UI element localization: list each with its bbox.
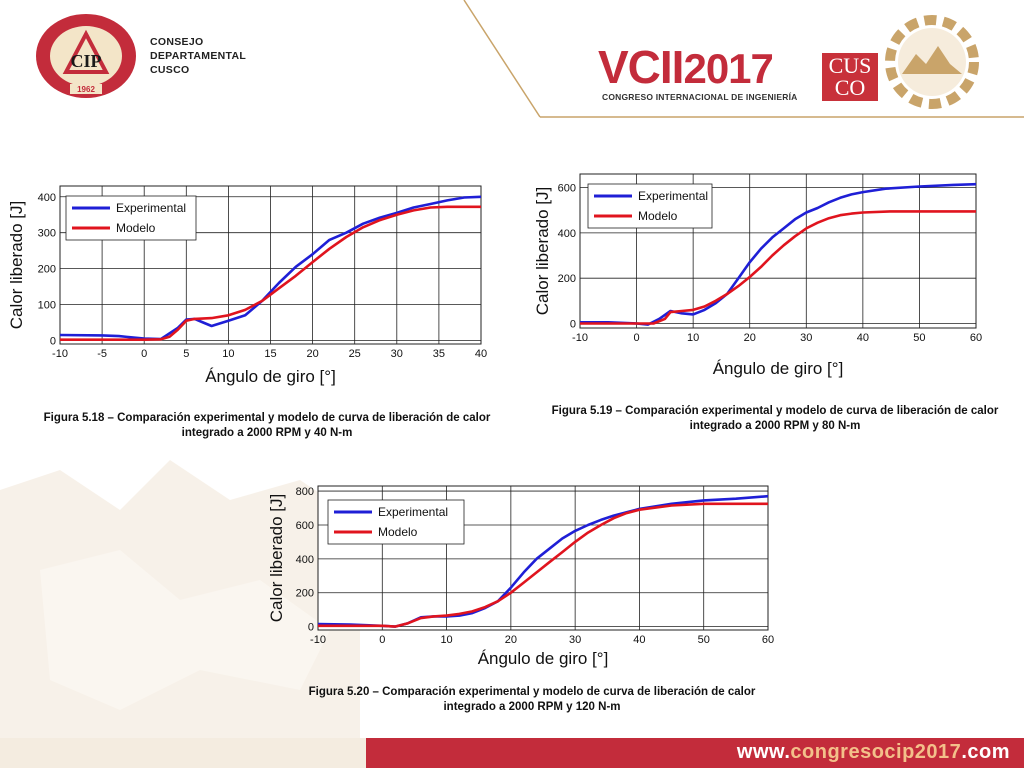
legend-box: [327, 499, 465, 545]
x-tick-label: 60: [762, 634, 774, 646]
y-tick-label: 200: [296, 588, 314, 600]
x-tick-label: 20: [306, 348, 318, 360]
x-tick-label: 10: [440, 634, 452, 646]
legend-label-modelo: Modelo: [116, 221, 156, 235]
chart-fig520: -10 0 10 20 30 40 50 60 0 200 400 600 800 Experimenta…: [264, 472, 784, 677]
series-line-experimental: [580, 182, 977, 326]
header-divider: [463, 0, 1024, 118]
caption-fig520-line1: Figura 5.20 – Comparación experimental y…: [308, 686, 756, 698]
y-tick-label: 600: [558, 183, 576, 195]
org-name: CONSEJO DEPARTAMENTAL CUSCO: [150, 35, 246, 77]
logo-text: CIP: [71, 51, 102, 71]
x-tick-label: 50: [698, 634, 710, 646]
y-tick-label: 400: [296, 554, 314, 566]
y-tick-label: 800: [296, 486, 314, 498]
event-logo: VCII2017: [598, 41, 774, 93]
logo-year: 1962: [77, 85, 95, 94]
event-year: 2017: [683, 45, 773, 92]
series-line-modelo: [60, 205, 481, 341]
chart-fig519: -10 0 10 20 30 40 50 60 0 200 400 600 Experimental Mo…: [530, 168, 1000, 393]
legend-label-experimental: Experimental: [378, 505, 448, 519]
x-tick-label: 10: [222, 348, 234, 360]
x-tick-label: 40: [475, 348, 487, 360]
y-axis-label: Calor liberado [J]: [7, 201, 26, 330]
x-tick-label: 20: [505, 634, 517, 646]
x-tick-label: 15: [264, 348, 276, 360]
x-tick-label: 30: [569, 634, 581, 646]
cip-logo: CIP 1962: [36, 14, 136, 98]
event-city-top: CUS: [828, 53, 872, 78]
y-tick-label: 200: [38, 264, 56, 276]
y-tick-label: 100: [38, 300, 56, 312]
footer-url-accent: congresocip2017: [790, 741, 962, 763]
caption-fig520-line2: integrado a 2000 RPM y 120 N-m: [443, 701, 621, 713]
x-tick-label: 0: [141, 348, 147, 360]
x-axis-label: Ángulo de giro [°]: [478, 649, 609, 668]
caption-fig518-line2: integrado a 2000 RPM y 40 N-m: [181, 427, 353, 439]
org-line-1: CONSEJO: [150, 36, 204, 48]
series-line-modelo: [580, 210, 976, 325]
y-tick-label: 0: [50, 335, 56, 347]
y-tick-label: 400: [38, 192, 56, 204]
footer-accent-band: [366, 738, 1024, 768]
series-line-modelo: [318, 502, 768, 628]
x-tick-label: 40: [633, 634, 645, 646]
event-roman: VCII: [598, 41, 684, 93]
footer-url-prefix: www.: [736, 741, 791, 763]
chart-fig518: -10 -5 0 5 10 15 20 25 30 35 40 0 100 200 300 400 Experi…: [0, 170, 500, 395]
y-tick-label: 200: [558, 273, 576, 285]
y-tick-label: 0: [570, 318, 576, 330]
caption-fig519: Figura 5.19 – Comparación experimental y…: [530, 404, 1020, 434]
legend-label-modelo: Modelo: [378, 525, 418, 539]
x-tick-label: -5: [97, 348, 107, 360]
x-tick-label: 30: [391, 348, 403, 360]
footer-url[interactable]: www.congresocip2017.com: [737, 741, 1010, 764]
caption-fig520: Figura 5.20 – Comparación experimental y…: [262, 685, 802, 715]
x-tick-label: -10: [572, 332, 588, 344]
x-tick-label: 35: [433, 348, 445, 360]
event-city-bottom: CO: [834, 75, 866, 100]
x-axis-label: Ángulo de giro [°]: [205, 367, 336, 386]
x-tick-label: 40: [857, 332, 869, 344]
x-tick-label: 5: [183, 348, 189, 360]
caption-fig518: Figura 5.18 – Comparación experimental y…: [8, 411, 526, 441]
x-tick-label: 10: [687, 332, 699, 344]
x-axis-label: Ángulo de giro [°]: [713, 359, 844, 378]
event-subtitle: CONGRESO INTERNACIONAL DE INGENIERÍA: [602, 92, 798, 102]
x-tick-label: -10: [52, 348, 68, 360]
x-tick-label: 25: [349, 348, 361, 360]
background-watermark: [0, 460, 360, 740]
legend-label-experimental: Experimental: [116, 201, 186, 215]
y-axis-label: Calor liberado [J]: [267, 494, 286, 623]
x-tick-label: 60: [970, 332, 982, 344]
org-line-2: DEPARTAMENTAL: [150, 50, 247, 62]
y-tick-label: 0: [308, 622, 314, 634]
x-tick-label: 0: [634, 332, 640, 344]
x-tick-label: 50: [913, 332, 925, 344]
org-line-3: CUSCO: [150, 64, 190, 76]
event-city: CUS CO: [822, 53, 878, 101]
y-tick-label: 300: [38, 228, 56, 240]
legend-label-modelo: Modelo: [638, 209, 678, 223]
legend-label-experimental: Experimental: [638, 189, 708, 203]
caption-fig519-line1: Figura 5.19 – Comparación experimental y…: [551, 405, 999, 417]
x-tick-label: 30: [800, 332, 812, 344]
caption-fig519-line2: integrado a 2000 RPM y 80 N-m: [689, 420, 861, 432]
y-axis-label: Calor liberado [J]: [533, 187, 552, 316]
legend-box: [65, 195, 197, 241]
gear-icon: [885, 15, 979, 109]
y-tick-label: 400: [558, 228, 576, 240]
y-tick-label: 600: [296, 520, 314, 532]
legend-box: [587, 183, 713, 229]
x-tick-label: 20: [744, 332, 756, 344]
x-tick-label: 0: [379, 634, 385, 646]
footer-url-suffix: .com: [961, 741, 1010, 763]
x-tick-label: -10: [310, 634, 326, 646]
caption-fig518-line1: Figura 5.18 – Comparación experimental y…: [43, 412, 491, 424]
